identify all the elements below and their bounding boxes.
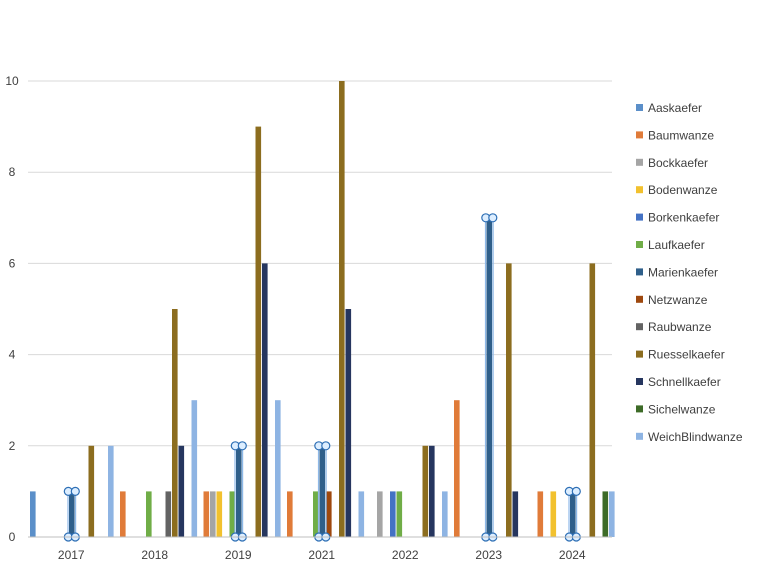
- bar-bodenwanze-2024[interactable]: [550, 491, 557, 537]
- bar-baumwanze-2021[interactable]: [287, 491, 293, 537]
- bar-ruesselkaefer-2019[interactable]: [255, 126, 262, 537]
- selection-handle[interactable]: [70, 486, 80, 496]
- selection-handle[interactable]: [488, 213, 498, 223]
- bar-weichblindwanze-2024[interactable]: [609, 491, 615, 537]
- gridlines: [28, 80, 612, 447]
- bar-marienkaefer-2024[interactable]: [570, 491, 576, 537]
- legend-label: Laufkaefer: [648, 238, 705, 252]
- bar-weichblindwanze-2021[interactable]: [358, 491, 365, 537]
- bar-weichblindwanze-2018[interactable]: [191, 400, 198, 537]
- bar-marienkaefer-2017[interactable]: [69, 491, 75, 537]
- bar-borkenkaefer-2022[interactable]: [390, 491, 396, 537]
- bar-marienkaefer-2023[interactable]: [486, 217, 493, 538]
- bar-weichblindwanze-2019[interactable]: [275, 400, 281, 537]
- bar-marienkaefer-2021[interactable]: [319, 445, 326, 537]
- bar-ruesselkaefer-2022[interactable]: [422, 445, 429, 537]
- bar-baumwanze-2024[interactable]: [537, 491, 544, 537]
- x-tick-label: 2023: [475, 548, 502, 562]
- legend: Aaskaefer Baumwanze Bockkaefer Bodenwanze Bo…: [636, 101, 743, 444]
- bar-raubwanze-2018[interactable]: [165, 491, 172, 537]
- bar-laufkaefer-2021[interactable]: [313, 491, 319, 537]
- legend-label: Raubwanze: [648, 320, 712, 334]
- x-tick-label: 2024: [559, 548, 586, 562]
- bar-weichblindwanze-2022[interactable]: [442, 491, 448, 537]
- bar-schnellkaefer-2023[interactable]: [512, 491, 519, 537]
- y-tick-label: 0: [9, 530, 16, 544]
- y-tick-label: 8: [9, 165, 16, 179]
- legend-swatch: [636, 295, 643, 303]
- bar-schnellkaefer-2021[interactable]: [345, 309, 352, 537]
- bar-laufkaefer-2019[interactable]: [229, 491, 236, 537]
- selection-handle[interactable]: [571, 486, 581, 496]
- bar-baumwanze-2023[interactable]: [454, 400, 460, 537]
- legend-swatch: [636, 213, 643, 221]
- bar-netzwanze-2021[interactable]: [326, 491, 332, 537]
- bar-sichelwanze-2024[interactable]: [602, 491, 609, 537]
- legend-swatch: [636, 186, 643, 194]
- bar-ruesselkaefer-2017[interactable]: [88, 445, 95, 537]
- legend-swatch: [636, 131, 643, 139]
- legend-swatch: [636, 432, 643, 440]
- y-tick-label: 10: [5, 74, 19, 88]
- bar-bodenwanze-2019[interactable]: [216, 491, 223, 537]
- legend-label: Borkenkaefer: [648, 211, 719, 225]
- legend-label: Bockkaefer: [648, 156, 708, 170]
- bar-bockkaefer-2022[interactable]: [377, 491, 383, 537]
- legend-label: Baumwanze: [648, 128, 714, 142]
- legend-label: Marienkaefer: [648, 265, 718, 279]
- legend-swatch: [636, 241, 643, 248]
- bar-laufkaefer-2018[interactable]: [146, 491, 152, 537]
- legend-label: Bodenwanze: [648, 183, 718, 197]
- bar-bockkaefer-2019[interactable]: [210, 491, 216, 537]
- selection-handle[interactable]: [237, 441, 247, 451]
- legend-swatch: [636, 158, 643, 166]
- bar-schnellkaefer-2019[interactable]: [262, 263, 268, 537]
- legend-label: WeichBlindwanze: [648, 430, 743, 444]
- y-tick-label: 2: [9, 439, 16, 453]
- legend-swatch: [636, 104, 643, 111]
- y-tick-label: 6: [9, 256, 16, 270]
- bar-aaskaefer-2017[interactable]: [30, 491, 36, 537]
- bar-laufkaefer-2022[interactable]: [396, 491, 403, 537]
- axes: 0 2 4 6 8 10 2017 2018 2019 2021 2022 2023 2024: [5, 74, 612, 562]
- legend-label: Aaskaefer: [648, 101, 702, 115]
- x-tick-label: 2021: [308, 548, 335, 562]
- bar-marienkaefer-2019[interactable]: [236, 445, 242, 537]
- legend-swatch: [636, 350, 643, 358]
- bar-baumwanze-2018[interactable]: [120, 491, 126, 537]
- bar-baumwanze-2019[interactable]: [203, 491, 210, 537]
- x-tick-label: 2018: [141, 548, 168, 562]
- y-tick-label: 4: [9, 348, 16, 362]
- bar-ruesselkaefer-2024[interactable]: [589, 263, 596, 537]
- bar-ruesselkaefer-2021[interactable]: [339, 81, 345, 537]
- legend-label: Ruesselkaefer: [648, 348, 725, 362]
- legend-swatch: [636, 405, 643, 413]
- selection-handle[interactable]: [321, 441, 331, 451]
- bars: [30, 81, 615, 538]
- x-tick-label: 2019: [225, 548, 252, 562]
- bar-schnellkaefer-2018[interactable]: [178, 445, 185, 537]
- legend-swatch: [636, 268, 643, 276]
- x-tick-label: 2022: [392, 548, 419, 562]
- legend-label: Netzwanze: [648, 293, 708, 307]
- legend-swatch: [636, 378, 643, 385]
- legend-label: Schnellkaefer: [648, 375, 721, 389]
- x-tick-label: 2017: [58, 548, 85, 562]
- bar-ruesselkaefer-2023[interactable]: [506, 263, 512, 537]
- bar-ruesselkaefer-2018[interactable]: [172, 309, 178, 537]
- bar-weichblindwanze-2017[interactable]: [108, 445, 114, 537]
- legend-swatch: [636, 323, 643, 331]
- legend-label: Sichelwanze: [648, 402, 716, 416]
- bar-schnellkaefer-2022[interactable]: [429, 445, 435, 537]
